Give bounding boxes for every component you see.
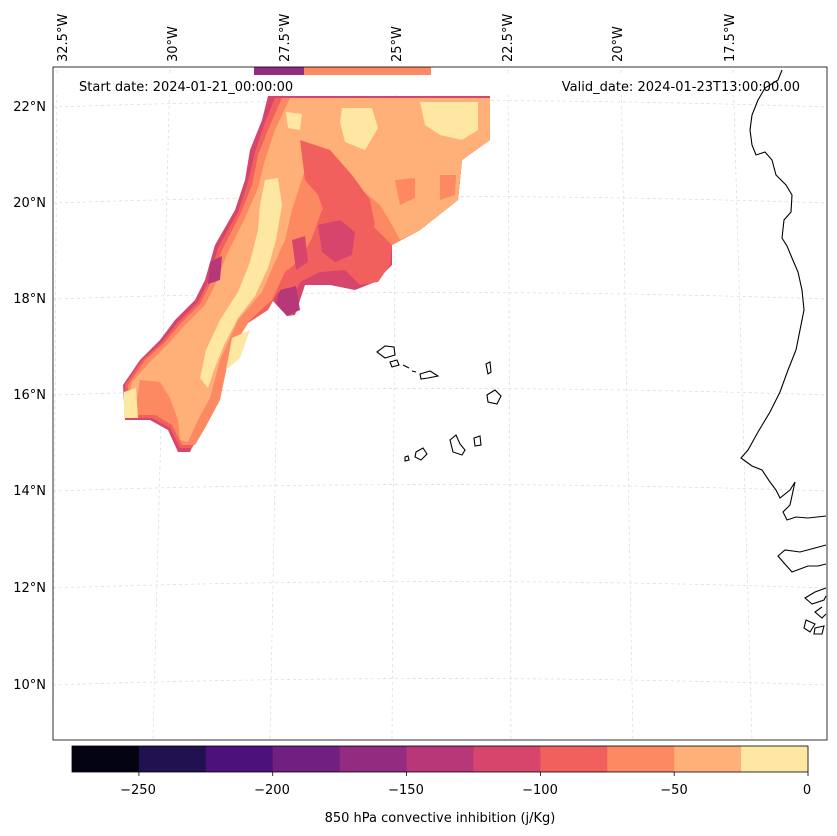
start-date-text: Start date: 2024-01-21_00:00:00 (79, 80, 293, 95)
lat-label: 16°N (13, 388, 46, 403)
africa-coast-south (777, 544, 827, 573)
colorbar-segment (72, 746, 140, 772)
cape-verde-santa-luzia (402, 364, 417, 373)
lat-label: 12°N (13, 581, 46, 596)
cin-top-strip-dark (254, 67, 304, 75)
colorbar-tick-label: 0 (803, 783, 811, 798)
lon-label: 22.5°W (501, 14, 516, 62)
lon-label: 30°W (166, 26, 181, 62)
latitude-labels: 22°N 20°N 18°N 16°N 14°N 12°N 10°N (13, 100, 46, 693)
cin-core-7 (395, 178, 415, 205)
guinea-coast (803, 606, 827, 635)
colorbar-segment (473, 746, 541, 772)
header-mask (54, 75, 826, 95)
lat-label: 18°N (13, 292, 46, 307)
colorbar-tick-label: −200 (254, 783, 290, 798)
cape-verde-santo-antao (376, 345, 396, 359)
cin-light-4 (286, 112, 302, 130)
cape-verde-boa-vista (486, 389, 502, 405)
cin-core-6 (440, 175, 456, 200)
africa-coast (740, 69, 827, 521)
cin-core-2 (318, 220, 355, 262)
colorbar-segment (205, 746, 274, 772)
cape-verde-sal (485, 361, 492, 375)
lat-label: 22°N (13, 100, 46, 115)
colorbar-segment (540, 746, 608, 772)
lat-label: 20°N (13, 196, 46, 211)
colorbar-segment (741, 746, 809, 772)
lon-label: 27.5°W (278, 14, 293, 62)
cape-verde-sao-vicente (389, 359, 400, 368)
lon-label: 17.5°W (723, 14, 738, 62)
colorbar-segment (674, 746, 742, 772)
valid-date-text: Valid_date: 2024-01-23T13:00:00.00 (562, 80, 800, 95)
colorbar-tick-label: −100 (522, 783, 558, 798)
cape-verde-maio (473, 435, 482, 447)
longitude-labels: 32.5°W 30°W 27.5°W 25°W 22.5°W 20°W 17.5… (56, 14, 738, 62)
colorbar-tick-label: −50 (660, 783, 687, 798)
cin-field (54, 67, 826, 452)
cin-core-5 (208, 256, 222, 284)
colorbar-label: 850 hPa convective inhibition (j/Kg) (325, 811, 556, 826)
lon-label: 32.5°W (56, 14, 71, 62)
lat-label: 10°N (13, 678, 46, 693)
colorbar (71, 745, 809, 776)
cin-light-2 (420, 102, 478, 140)
colorbar-tick-label: −250 (120, 783, 156, 798)
colorbar-ticks: −250 −200 −150 −100 −50 0 (120, 783, 811, 798)
colorbar-segment (607, 746, 675, 772)
cape-verde-sao-nicolau (419, 370, 440, 380)
cin-core-4 (276, 286, 300, 316)
bijagos-coast (804, 587, 827, 605)
colorbar-segment (339, 746, 408, 772)
lon-label: 25°W (390, 26, 405, 62)
map-frame (52, 66, 828, 741)
cape-verde-fogo (414, 447, 428, 461)
coastlines (376, 69, 827, 635)
cin-light-5 (226, 330, 250, 370)
cape-verde-brava (404, 455, 410, 462)
cin-light-6 (124, 388, 138, 418)
colorbar-frame (71, 745, 809, 773)
lat-label: 14°N (13, 484, 46, 499)
cin-core-1 (300, 140, 375, 238)
cin-core-3 (292, 236, 308, 270)
colorbar-tick-label: −150 (388, 783, 424, 798)
lon-label: 20°W (611, 26, 626, 62)
cape-verde-santiago (449, 434, 466, 456)
colorbar-segment (138, 746, 207, 772)
graticule (52, 69, 828, 741)
colorbar-segment (272, 746, 341, 772)
cin-light-1 (200, 178, 282, 388)
cin-light-3 (340, 108, 378, 150)
colorbar-segment (406, 746, 474, 772)
cin-top-strip-light (304, 67, 431, 75)
